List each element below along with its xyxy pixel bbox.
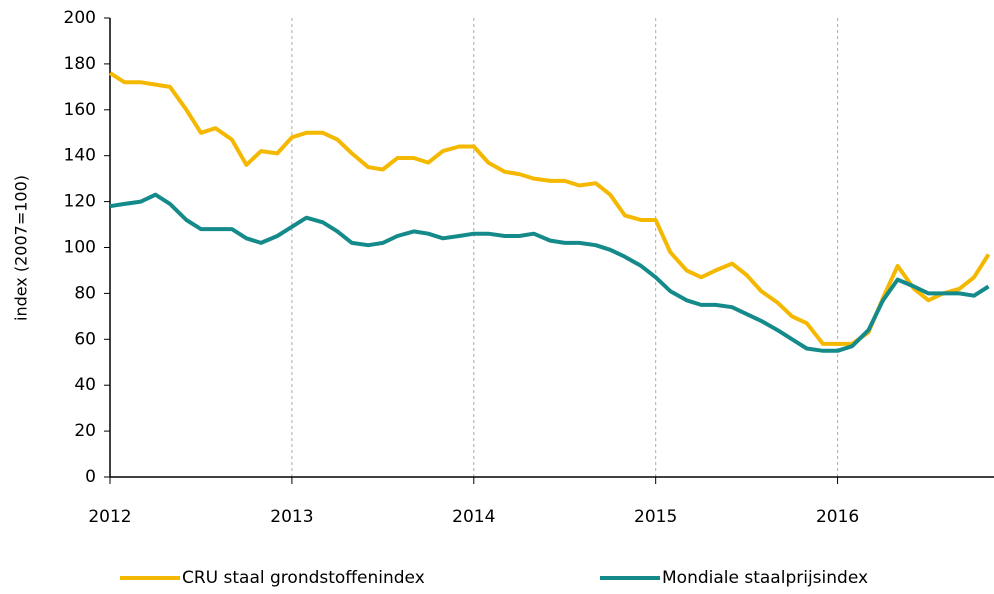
y-tick-label: 120 bbox=[64, 192, 96, 212]
x-tick-label: 2015 bbox=[634, 507, 677, 527]
y-tick-label: 20 bbox=[74, 421, 96, 441]
x-tick-label: 2012 bbox=[88, 507, 131, 527]
series-line bbox=[108, 71, 991, 346]
y-tick-label: 80 bbox=[74, 283, 96, 303]
y-tick-label: 40 bbox=[74, 375, 96, 395]
legend-label: Mondiale staalprijsindex bbox=[662, 568, 868, 588]
y-tick-label: 100 bbox=[64, 238, 96, 258]
legend-label: CRU staal grondstoffenindex bbox=[182, 568, 425, 588]
x-tick-label: 2016 bbox=[816, 507, 859, 527]
y-tick-label: 180 bbox=[64, 54, 96, 74]
y-tick-label: 60 bbox=[74, 329, 96, 349]
y-tick-label: 140 bbox=[64, 146, 96, 166]
y-axis-label: index (2007=100) bbox=[12, 175, 31, 321]
x-tick-label: 2013 bbox=[270, 507, 313, 527]
y-tick-label: 160 bbox=[64, 100, 96, 120]
series-line bbox=[109, 192, 990, 353]
x-tick-label: 2014 bbox=[452, 507, 495, 527]
y-tick-label: 0 bbox=[85, 467, 96, 487]
y-tick-label: 200 bbox=[64, 8, 96, 28]
